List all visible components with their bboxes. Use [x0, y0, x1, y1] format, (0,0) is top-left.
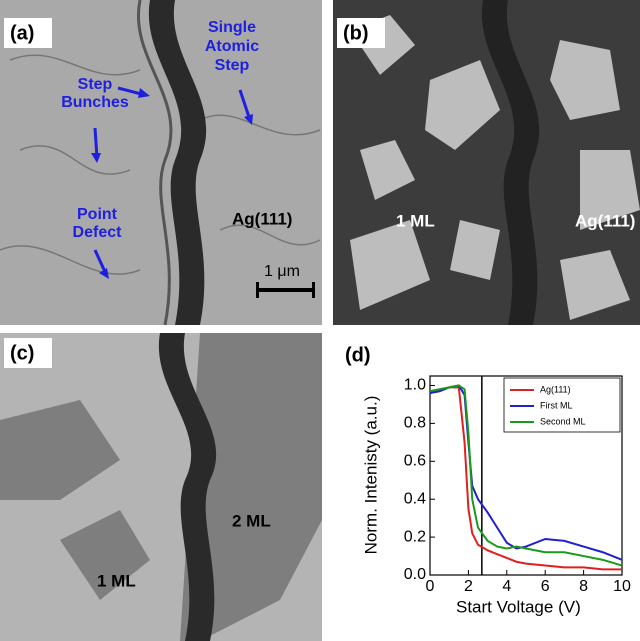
annotation: Step Bunches — [60, 76, 130, 112]
annotation: Point Defect — [62, 206, 132, 242]
legend-label: Second ML — [540, 416, 586, 426]
legend-label: Ag(111) — [540, 384, 571, 394]
annotation: 2 ML — [232, 511, 271, 530]
x-tick-label: 2 — [464, 578, 473, 595]
panel-label: (c) — [10, 342, 34, 364]
panel-label: (d) — [345, 344, 371, 366]
annotation-box: Step Bunches — [60, 76, 140, 120]
y-tick-label: 1.0 — [404, 377, 426, 394]
annotation-box: Single Atomic Step — [200, 18, 280, 82]
scale-label: 1 μm — [264, 263, 300, 280]
panel-label: (b) — [343, 22, 369, 44]
x-tick-label: 8 — [579, 578, 588, 595]
x-tick-label: 0 — [426, 578, 435, 595]
panel-b-image — [333, 0, 640, 325]
x-tick-label: 6 — [541, 578, 550, 595]
annotation: 1 ML — [97, 571, 136, 590]
scale-bar-end — [312, 282, 315, 298]
annotation: 1 ML — [396, 211, 435, 230]
y-tick-label: 0.6 — [404, 453, 426, 470]
panel-label: (a) — [10, 22, 34, 44]
x-tick-label: 10 — [613, 578, 631, 595]
annotation: Ag(111) — [575, 211, 635, 230]
y-tick-label: 0.0 — [404, 566, 426, 583]
scale-bar — [258, 288, 314, 292]
panel-c-image — [0, 333, 322, 641]
y-tick-label: 0.2 — [404, 528, 426, 545]
annotation-box: Point Defect — [62, 206, 142, 250]
legend-label: First ML — [540, 400, 573, 410]
x-axis-label: Start Voltage (V) — [456, 597, 581, 616]
annotation: Single Atomic Step — [200, 18, 264, 75]
y-axis-label: Norm. Intenisty (a.u.) — [361, 396, 380, 555]
plot: 0.0 0.2 0.4 0.6 0.8 1.0 0 2 4 6 8 10 Ag(111) First ML… — [404, 376, 631, 595]
y-tick-label: 0.8 — [404, 415, 426, 432]
figure: (a) (b) (c) Step Bunches Single Atomic S… — [0, 0, 640, 641]
x-tick-label: 4 — [502, 578, 511, 595]
annotation: Ag(111) — [232, 209, 292, 228]
y-tick-label: 0.4 — [404, 490, 426, 507]
scale-bar-end — [256, 282, 259, 298]
